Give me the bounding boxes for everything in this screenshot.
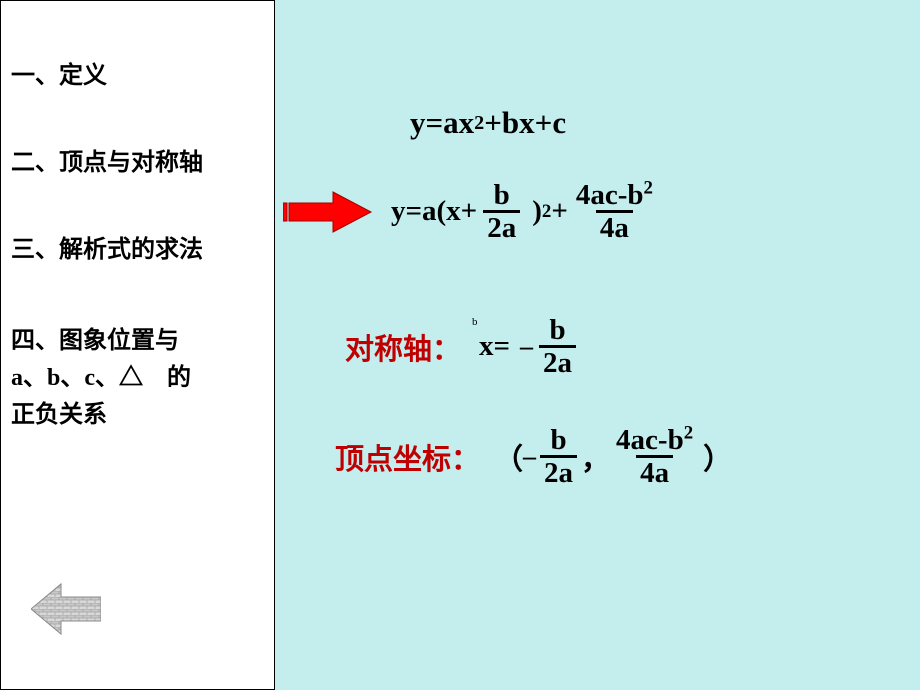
fraction-b-over-2a: b 2a bbox=[539, 315, 576, 379]
denominator: 2a bbox=[539, 345, 576, 378]
nav-item-definition[interactable]: 一、定义 bbox=[11, 61, 264, 92]
numerator: b bbox=[549, 315, 565, 345]
sidebar: 一、定义 二、顶点与对称轴 三、解析式的求法 四、图象位置与 a、b、c、△ 的… bbox=[0, 0, 275, 690]
nav-item-analytic[interactable]: 三、解析式的求法 bbox=[11, 235, 264, 266]
denominator: 4a bbox=[636, 455, 673, 488]
numerator: 4ac-b2 bbox=[616, 425, 693, 455]
formula-text: y=a(x+ bbox=[391, 195, 477, 228]
stray-glyph: b bbox=[472, 316, 478, 328]
minus-sign: – bbox=[520, 332, 533, 362]
numerator: 4ac-b2 bbox=[576, 180, 653, 210]
arrow-right-icon bbox=[283, 190, 373, 234]
denominator: 2a bbox=[483, 210, 520, 243]
denominator: 2a bbox=[540, 455, 577, 488]
nav-item-vertex-axis[interactable]: 二、顶点与对称轴 bbox=[11, 148, 264, 179]
formula-standard-form: y=ax2+bx+c bbox=[410, 105, 566, 141]
denominator: 4a bbox=[596, 210, 633, 243]
formula-text: y=ax bbox=[410, 105, 474, 141]
numerator: b bbox=[494, 180, 510, 210]
vertex-label: 顶点坐标： bbox=[335, 436, 480, 478]
formula-vertex-form-row: y=a(x+ b 2a )2+ 4ac-b2 4a bbox=[283, 180, 653, 244]
fraction-discriminant-over-4a: 4ac-b2 4a bbox=[576, 180, 653, 244]
axis-of-symmetry-row: 对称轴： x= – b 2a bbox=[345, 315, 576, 379]
comma: ， bbox=[581, 436, 610, 478]
formula-text: x= bbox=[479, 330, 510, 363]
vertex-coordinates-row: 顶点坐标： （ – b 2a ， 4ac-b2 4a ） bbox=[335, 425, 732, 489]
fraction-b-over-2a: b 2a bbox=[483, 180, 520, 244]
slide: 一、定义 二、顶点与对称轴 三、解析式的求法 四、图象位置与 a、b、c、△ 的… bbox=[0, 0, 920, 690]
formula-text: +bx+c bbox=[484, 105, 566, 141]
main-content: y=ax2+bx+c y=a(x+ b 2a )2+ 4ac-b2 4a bbox=[275, 0, 920, 690]
close-paren: ） bbox=[703, 436, 732, 478]
fraction-b-over-2a: b 2a bbox=[540, 425, 577, 489]
formula-text: + bbox=[551, 195, 568, 228]
back-arrow-icon[interactable] bbox=[31, 579, 101, 639]
fraction-discriminant-over-4a: 4ac-b2 4a bbox=[616, 425, 693, 489]
formula-text: ) bbox=[532, 195, 542, 228]
open-paren: （ bbox=[494, 436, 523, 478]
axis-label: 对称轴： bbox=[345, 326, 461, 368]
numerator: b bbox=[550, 425, 566, 455]
minus-sign: – bbox=[523, 442, 536, 472]
nav-item-graph-position[interactable]: 四、图象位置与 a、b、c、△ 的 正负关系 bbox=[11, 323, 264, 435]
